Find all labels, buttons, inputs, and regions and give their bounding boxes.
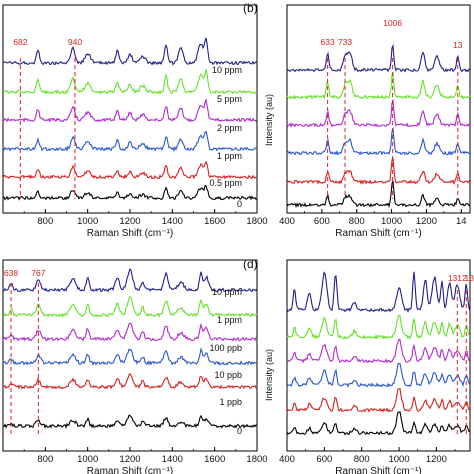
series-line	[2, 372, 258, 390]
series-line	[2, 414, 258, 429]
annotation-label: 1312	[448, 273, 467, 283]
x-tick-label: 800	[349, 216, 365, 227]
plot-frame	[286, 259, 471, 452]
series-line	[286, 126, 471, 156]
x-tick-label: 1000	[77, 454, 98, 465]
x-axis-label: Raman Shift (cm⁻¹)	[87, 228, 173, 239]
x-tick-label: 1200	[119, 216, 140, 227]
series-label: 1 ppm	[217, 315, 242, 325]
panel-4: 400 600 800 1000 1200 Raman Shift (cm⁻¹) Inten…	[243, 257, 474, 474]
x-tick-label: 1000	[381, 216, 402, 227]
series-line	[286, 98, 471, 129]
x-tick-label: 1800	[246, 216, 267, 227]
series-label: 0.5 ppm	[209, 178, 242, 188]
series-label: 2 ppm	[217, 123, 242, 133]
series-line	[2, 130, 258, 153]
annotation-label: 767	[31, 268, 45, 278]
x-tick-label: 14	[456, 216, 467, 227]
series-line	[286, 43, 471, 73]
x-tick-label: 1000	[388, 454, 409, 465]
x-tick-label: 1400	[162, 216, 183, 227]
series-line	[286, 388, 471, 413]
series-line	[2, 347, 258, 366]
series-label: 10 ppm	[212, 65, 242, 75]
x-axis-label: Raman Shift (cm⁻¹)	[87, 466, 173, 474]
series-line	[286, 180, 471, 209]
x-tick-label: 1000	[77, 216, 98, 227]
x-tick-label: 600	[316, 454, 332, 465]
x-tick-label: 1600	[204, 454, 225, 465]
series-label: 0	[237, 199, 242, 209]
annotation-label: 638	[4, 268, 18, 278]
series-line	[2, 296, 258, 318]
x-axis-label: Raman Shift (cm⁻¹)	[335, 228, 421, 239]
x-tick-label: 400	[279, 216, 295, 227]
series-line	[286, 363, 471, 388]
series-line	[286, 70, 471, 100]
y-axis-label: Intensity (au)	[264, 349, 274, 401]
series-line	[2, 267, 258, 293]
series-line	[286, 314, 471, 340]
panel-3: 800 1000 1200 1400 1600 1800 Raman Shift (cm⁻¹…	[2, 259, 268, 474]
series-label: 1 ppb	[219, 397, 242, 407]
series-line	[286, 338, 471, 364]
x-tick-label: 1600	[204, 216, 225, 227]
x-tick-label: 1200	[426, 454, 447, 465]
plot-frame	[286, 4, 471, 214]
series-line	[286, 411, 471, 436]
annotation-label: 682	[13, 37, 27, 47]
annotation-label: 733	[338, 37, 352, 47]
panel-1: 800 1000 1200 1400 1600 1800 Raman Shift (cm⁻¹…	[2, 4, 268, 239]
series-line	[2, 37, 258, 66]
annotation-label: 1006	[383, 18, 402, 28]
x-tick-label: 1200	[119, 454, 140, 465]
series-line	[286, 271, 471, 313]
x-tick-label: 800	[37, 216, 53, 227]
series-label: 10 ppb	[214, 370, 242, 380]
series-line	[286, 157, 471, 186]
x-tick-label: 600	[314, 216, 330, 227]
series-line	[2, 97, 258, 123]
x-axis-label: Raman Shift (cm⁻¹)	[335, 466, 421, 474]
panel-label: (b)	[243, 1, 258, 15]
series-label: 10 ppm	[212, 287, 242, 297]
panel-2: 400 600 800 1000 1200 14 Raman Shift (cm⁻¹) Int…	[243, 1, 471, 239]
series-label: 5 ppm	[217, 94, 242, 104]
y-axis-label: Intensity (au)	[264, 94, 274, 146]
annotation-label: 13	[465, 273, 474, 283]
series-label: 1 ppm	[217, 151, 242, 161]
series-line	[2, 160, 257, 180]
x-tick-label: 800	[354, 454, 370, 465]
series-line	[3, 184, 258, 201]
series-label: 100 ppb	[209, 343, 242, 353]
annotation-label: 13	[453, 40, 463, 50]
annotation-label: 940	[68, 37, 82, 47]
annotation-label: 633	[321, 37, 335, 47]
x-tick-label: 1800	[246, 454, 267, 465]
x-tick-label: 1200	[416, 216, 437, 227]
series-line	[2, 322, 258, 342]
x-tick-label: 1400	[162, 454, 183, 465]
series-label: 0	[237, 426, 242, 436]
x-tick-label: 800	[37, 454, 53, 465]
x-tick-label: 400	[279, 454, 295, 465]
panel-label: (d)	[243, 257, 258, 271]
series-line	[2, 69, 258, 95]
